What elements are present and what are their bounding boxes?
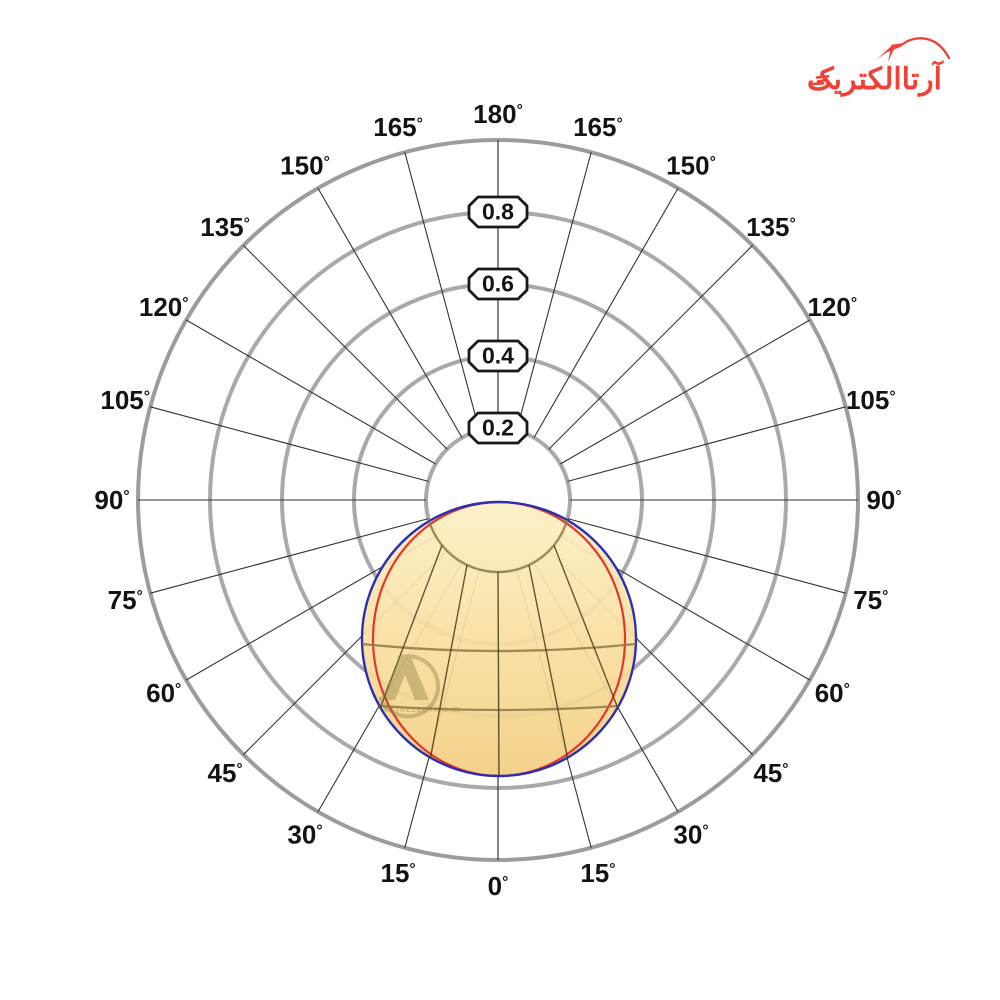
svg-text:0.4: 0.4 [482,343,514,369]
svg-text:90°: 90° [94,485,129,515]
svg-text:30°: 30° [287,819,322,849]
svg-text:150°: 150° [666,151,716,181]
svg-text:135°: 135° [200,212,250,242]
svg-text:75°: 75° [853,585,888,615]
svg-text:45°: 45° [753,758,788,788]
svg-text:15°: 15° [580,858,615,888]
svg-text:135°: 135° [746,212,796,242]
svg-text:105°: 105° [100,385,150,415]
svg-text:60°: 60° [146,678,181,708]
svg-text:0.2: 0.2 [482,415,514,441]
svg-text:75°: 75° [108,585,143,615]
svg-text:0.8: 0.8 [482,199,514,225]
svg-text:45°: 45° [208,758,243,788]
svg-text:0°: 0° [488,871,509,901]
svg-text:120°: 120° [139,292,189,322]
svg-text:180°: 180° [473,99,523,129]
svg-text:0.6: 0.6 [482,271,514,297]
svg-text:165°: 165° [573,112,623,142]
svg-text:165°: 165° [373,112,423,142]
svg-text:105°: 105° [846,385,896,415]
svg-text:90°: 90° [866,485,901,515]
svg-text:30°: 30° [673,819,708,849]
svg-text:60°: 60° [815,678,850,708]
svg-text:120°: 120° [807,292,857,322]
svg-text:150°: 150° [280,151,330,181]
svg-text:15°: 15° [381,858,416,888]
svg-text:ARTAELECTRIC.IR: ARTAELECTRIC.IR [383,707,461,714]
